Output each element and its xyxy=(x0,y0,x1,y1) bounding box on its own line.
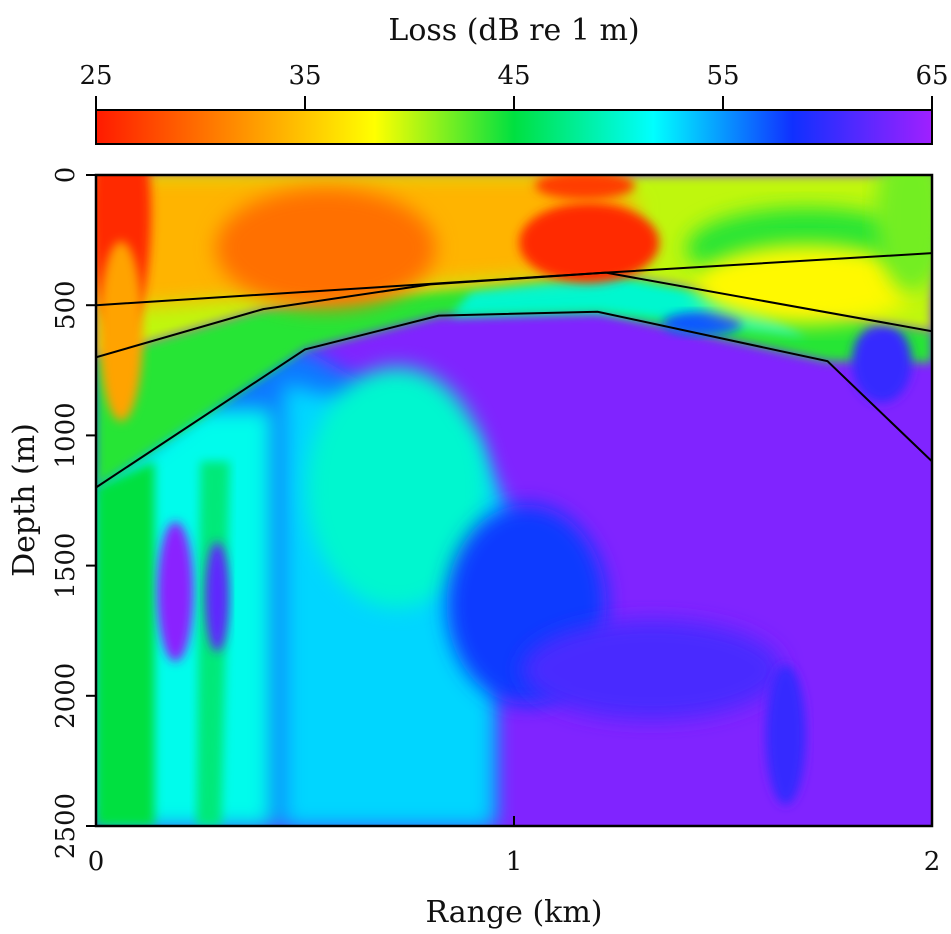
x-tick-label: 2 xyxy=(924,847,941,877)
heat-orange-edge xyxy=(99,241,144,422)
y-tick-label: 1000 xyxy=(51,402,81,468)
boundary-lines xyxy=(96,252,932,489)
heat-green-patch xyxy=(876,175,932,295)
heat-cyan-blob xyxy=(306,367,487,608)
colorbar-label: Loss (dB re 1 m) xyxy=(388,13,639,48)
heat-red-band xyxy=(215,187,436,308)
heat-purple-spot xyxy=(205,541,230,652)
colorbar-tick-label: 55 xyxy=(706,61,739,91)
colorbar-ticks: 25 35 45 55 65 xyxy=(79,61,949,110)
heat-blue-blob xyxy=(521,619,782,720)
y-axis-ticks: 0 500 1000 1500 2000 2500 xyxy=(51,167,96,859)
y-tick-label: 2500 xyxy=(51,793,81,859)
heat-red-band xyxy=(535,175,636,200)
heat-green-band xyxy=(96,461,155,826)
x-tick-label: 1 xyxy=(506,847,523,877)
colorbar xyxy=(95,109,933,145)
colorbar-tick-label: 45 xyxy=(497,61,530,91)
x-axis-ticks: 0 1 2 xyxy=(88,816,941,877)
colorbar-tick-label: 35 xyxy=(288,61,321,91)
heatmap-field xyxy=(96,175,932,826)
y-tick-label: 500 xyxy=(51,280,81,330)
x-axis-label: Range (km) xyxy=(425,895,602,930)
heat-blue-blob xyxy=(765,664,806,805)
y-tick-label: 0 xyxy=(51,167,81,184)
y-axis-label: Depth (m) xyxy=(7,423,42,577)
boundary-line xyxy=(96,310,932,489)
y-tick-label: 1500 xyxy=(51,533,81,599)
colorbar-tick-label: 65 xyxy=(915,61,948,91)
colorbar-tick-label: 25 xyxy=(79,61,112,91)
heat-purple-spot xyxy=(157,521,194,662)
heat-red-band xyxy=(519,202,660,283)
boundary-line xyxy=(96,271,932,359)
heat-blue-spot xyxy=(662,311,743,336)
heat-blue-spot xyxy=(851,322,912,403)
y-tick-label: 2000 xyxy=(51,663,81,729)
x-tick-label: 0 xyxy=(88,847,105,877)
